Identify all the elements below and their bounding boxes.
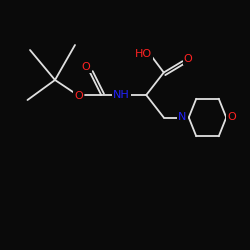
Text: HO: HO — [135, 49, 152, 59]
Text: O: O — [184, 54, 192, 64]
Text: O: O — [82, 62, 90, 72]
Text: O: O — [227, 112, 235, 122]
Text: N: N — [178, 112, 187, 122]
Text: O: O — [74, 91, 83, 101]
Text: NH: NH — [113, 90, 130, 100]
